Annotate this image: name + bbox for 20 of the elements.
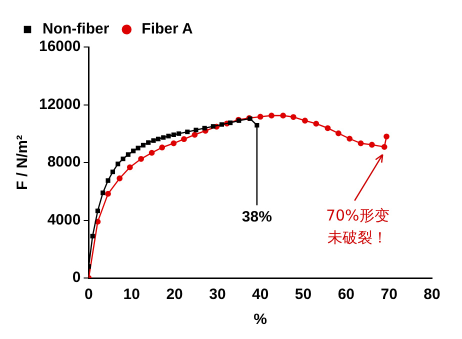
y-tick-label: 16000 [38,38,81,56]
legend-label: Non-fiber [42,20,110,38]
y-tick-label: 12000 [38,96,81,113]
y-tick-label: 0 [72,269,81,286]
annotation: 70%形变未破裂！ [326,206,390,247]
x-tick-label: 0 [84,286,93,304]
x-tick-label: 10 [123,286,140,304]
x-tick-label: 30 [209,286,226,304]
legend-label: Fiber A [142,20,193,38]
annotation: 38% [242,208,272,226]
y-tick-label: 4000 [47,211,81,228]
x-tick-label: 60 [338,286,355,304]
y-tick-label: 8000 [47,154,81,171]
x-axis-title: % [254,311,268,328]
x-tick-label: 80 [424,286,440,304]
x-tick-label: 70 [380,286,398,304]
x-tick-label: 50 [294,286,312,304]
x-tick-label: 20 [166,286,183,304]
x-tick-label: 40 [252,286,269,304]
y-axis-title: F / N/m² [14,135,32,190]
